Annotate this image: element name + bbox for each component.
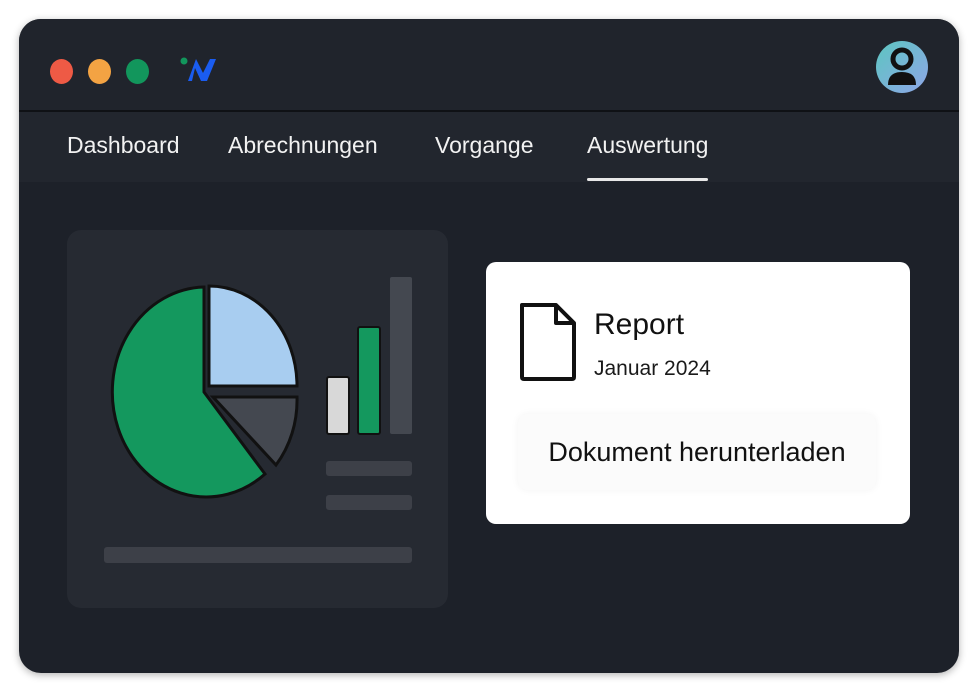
bar-gray [390, 277, 412, 434]
maximize-window-button[interactable] [126, 59, 149, 84]
pie-slice-green [110, 285, 268, 499]
bar-green [357, 326, 381, 435]
line-placeholder [104, 547, 412, 563]
report-date: Januar 2024 [594, 357, 711, 380]
user-avatar-icon[interactable] [876, 41, 928, 93]
minimize-window-button[interactable] [88, 59, 111, 84]
report-title: Report [594, 308, 685, 341]
tab-auswertung[interactable]: Auswertung [587, 132, 709, 181]
pie-slice-gray [209, 395, 299, 468]
tab-dashboard[interactable]: Dashboard [67, 132, 180, 158]
bar-white [326, 376, 350, 435]
tab-vorgange[interactable]: Vorgange [435, 132, 534, 158]
title-bar [19, 19, 959, 112]
chart-illustration [104, 277, 412, 563]
chart-illustration-panel [67, 230, 448, 608]
pie-slice-light-blue [207, 284, 299, 388]
report-card: Report Januar 2024 Dokument herunterlade… [486, 262, 910, 524]
close-window-button[interactable] [50, 59, 73, 84]
tab-abrechnungen[interactable]: Abrechnungen [228, 132, 378, 158]
main-nav: Dashboard Abrechnungen Vorgange Auswertu… [19, 112, 959, 182]
line-placeholder [326, 495, 412, 510]
pie-illustration [110, 284, 299, 499]
w-logo-icon [180, 57, 216, 81]
document-icon [520, 303, 576, 381]
line-placeholder [326, 461, 412, 476]
app-window: Dashboard Abrechnungen Vorgange Auswertu… [19, 19, 959, 673]
download-document-button[interactable]: Dokument herunterladen [518, 414, 876, 490]
